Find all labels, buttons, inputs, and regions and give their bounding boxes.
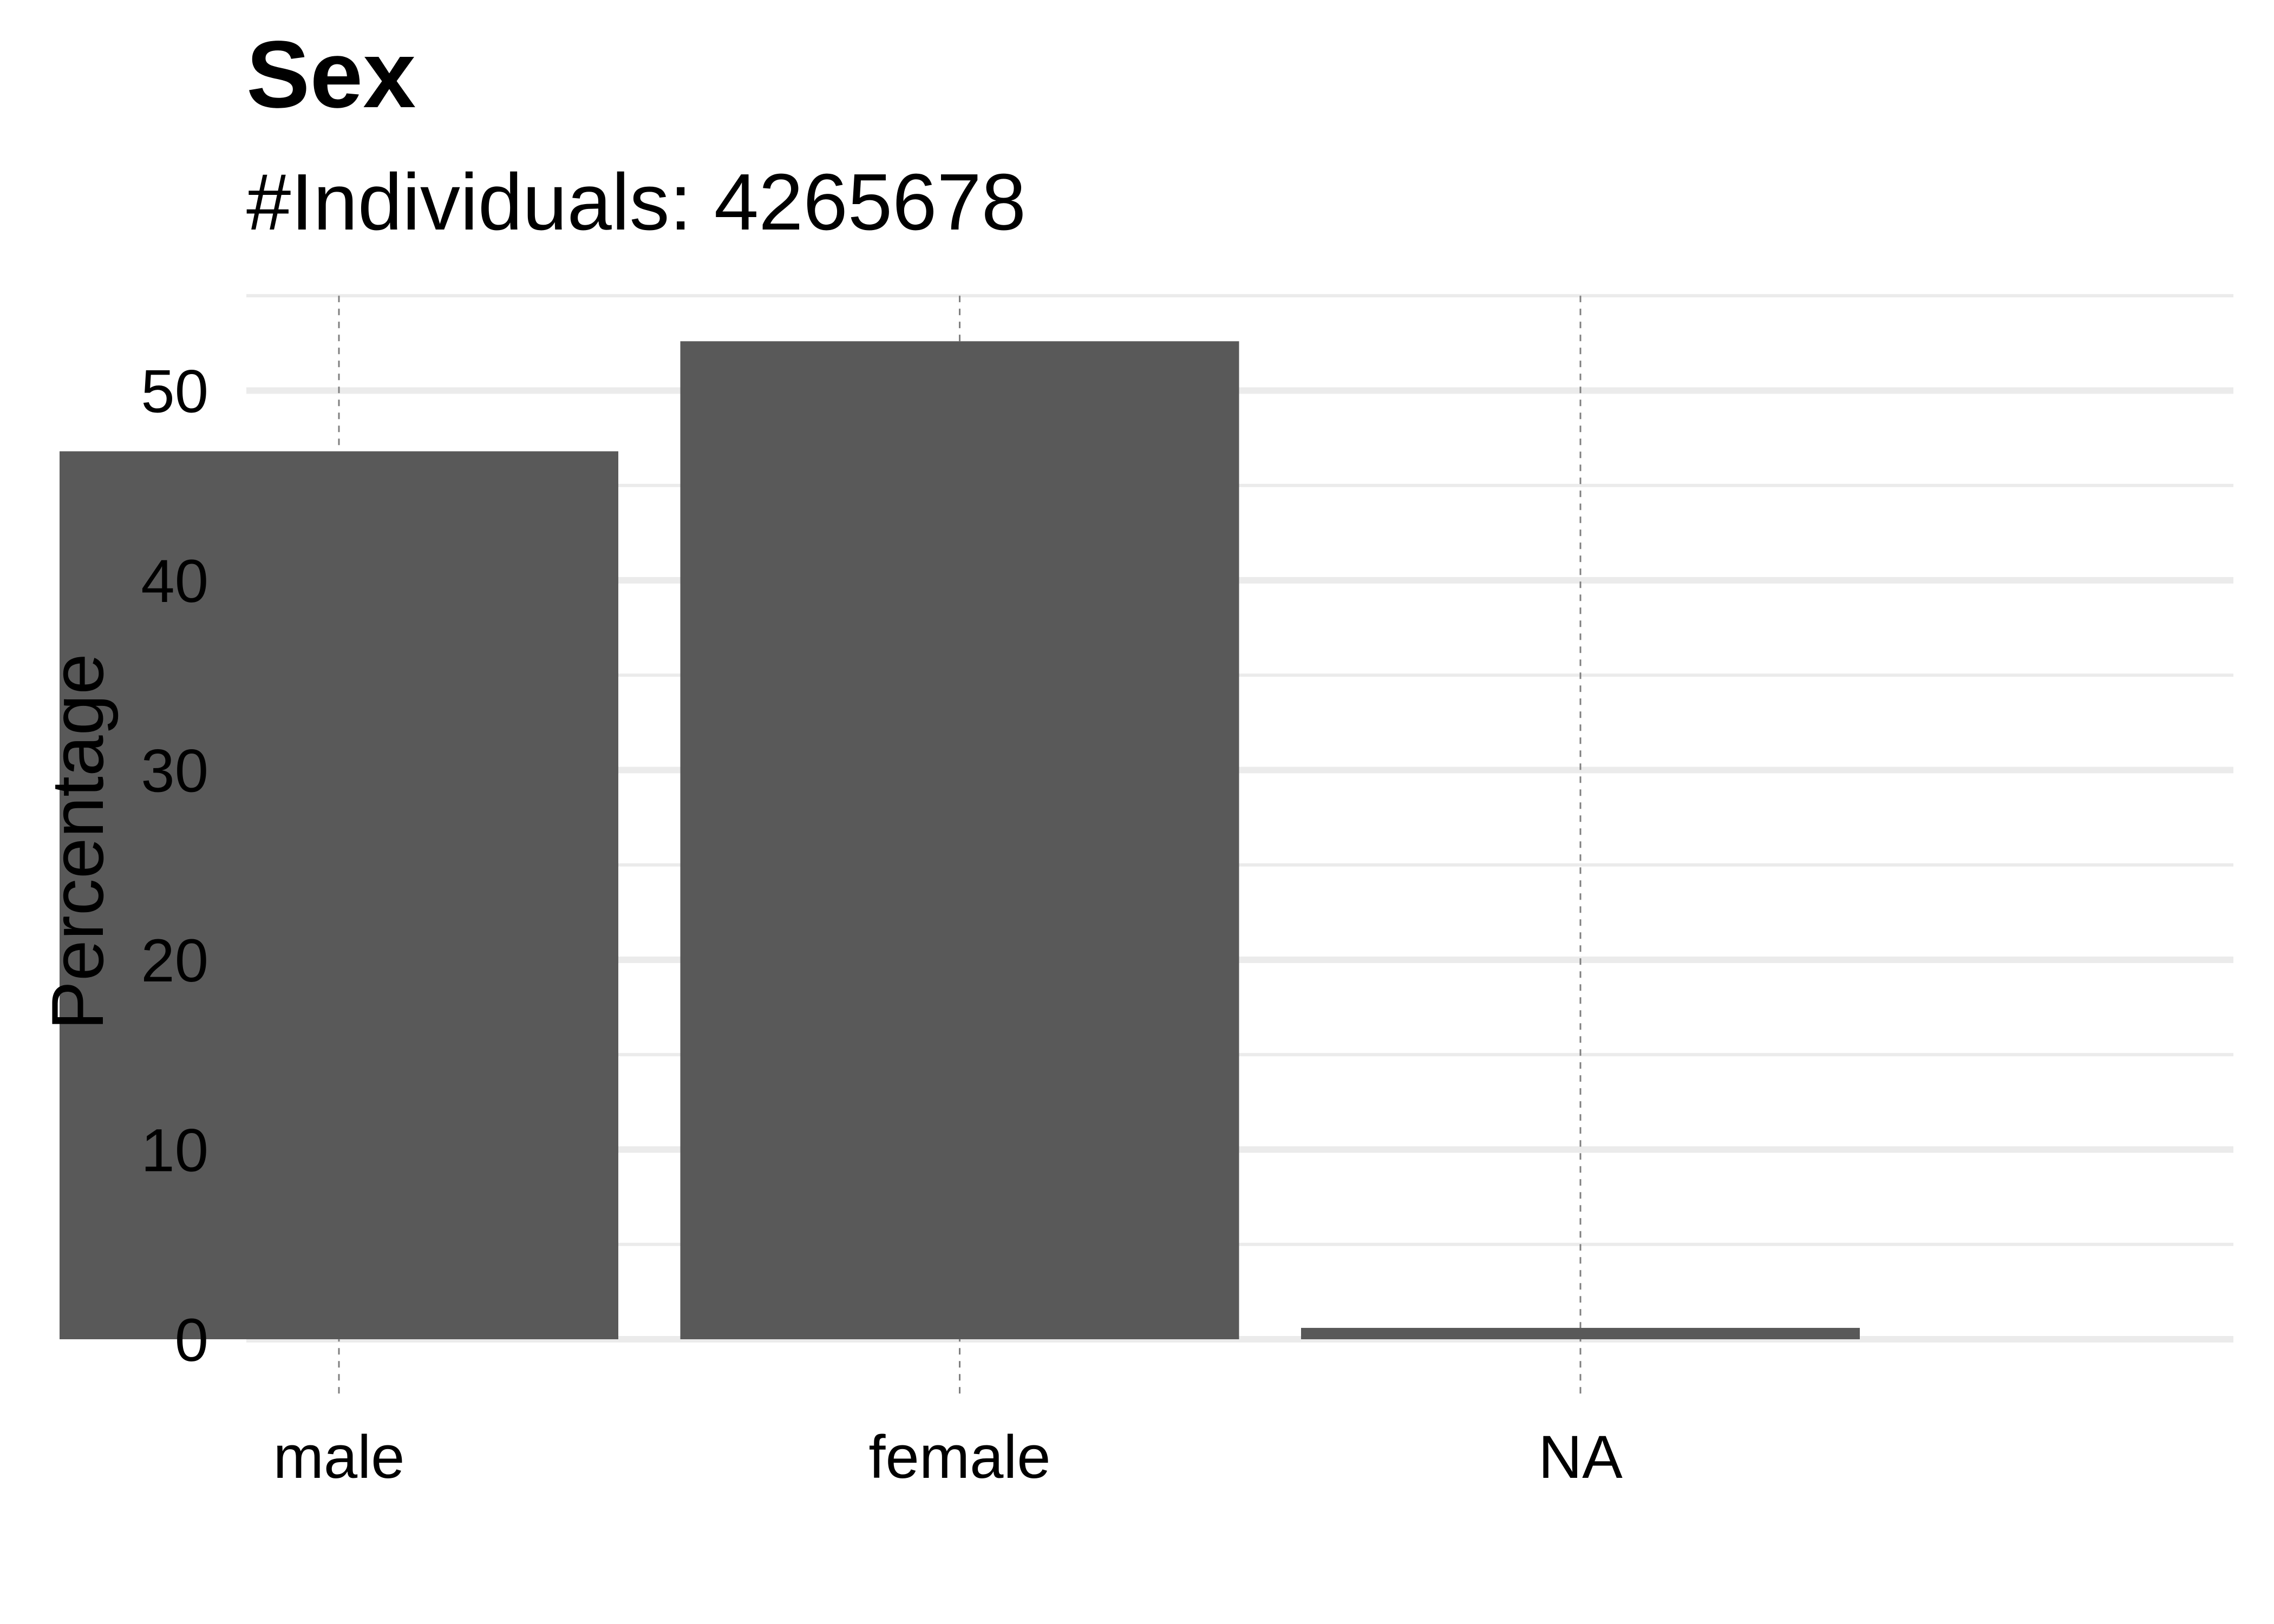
y-tick-label: 40 [141, 547, 208, 615]
chart-subtitle: #Individuals: 4265678 [246, 158, 1027, 247]
x-tick-label: female [868, 1423, 1050, 1491]
bars [60, 341, 1860, 1340]
y-tick-label: 20 [141, 927, 208, 994]
x-tick-label: NA [1538, 1423, 1623, 1491]
bar-female [680, 341, 1239, 1339]
bar-male [60, 451, 618, 1340]
chart-title: Sex [246, 22, 416, 128]
x-tick-label: male [273, 1423, 405, 1491]
bar-na [1301, 1327, 1860, 1339]
y-tick-label: 0 [175, 1306, 208, 1374]
y-tick-label: 10 [141, 1117, 208, 1184]
y-axis-title: Percentage [36, 653, 119, 1030]
y-tick-label: 30 [141, 737, 208, 805]
y-axis-ticks: 0 10 20 30 40 50 [141, 358, 208, 1374]
y-tick-label: 50 [141, 358, 208, 425]
x-axis-ticks: male female NA [273, 1423, 1623, 1491]
